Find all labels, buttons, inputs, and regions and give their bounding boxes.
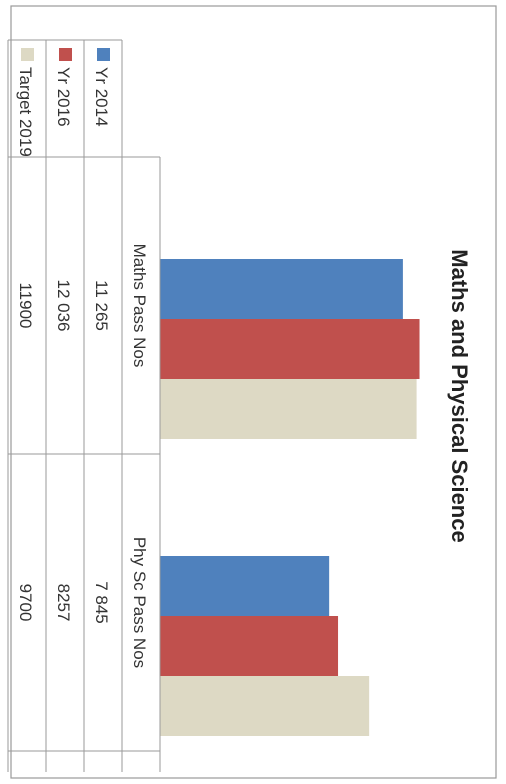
- chart-title: Maths and Physical Science: [447, 249, 472, 542]
- bar-0-1: [160, 319, 420, 379]
- data-label: 9700: [16, 584, 35, 622]
- category-label: Phy Sc Pass Nos: [130, 537, 149, 668]
- data-label: 8257: [54, 584, 73, 622]
- series-name: Yr 2014: [92, 67, 111, 127]
- data-label: 11 265: [92, 280, 111, 331]
- legend-key: [21, 48, 34, 61]
- bar-1-1: [160, 616, 339, 676]
- category-label: Maths Pass Nos: [130, 244, 149, 368]
- data-table: Maths Pass Nos Phy Sc Pass Nos Yr 2014 11 2…: [7, 39, 161, 772]
- data-label: 11900: [16, 282, 35, 328]
- series-name: Target 2019: [16, 67, 35, 157]
- bar-0-2: [160, 379, 417, 439]
- series-name: Yr 2016: [54, 67, 73, 127]
- bar-1-0: [160, 556, 330, 616]
- plot-area: [160, 259, 420, 736]
- bar-0-0: [160, 259, 403, 319]
- legend-key: [59, 48, 72, 61]
- legend-key: [97, 48, 110, 61]
- data-label: 7 845: [92, 581, 111, 624]
- data-label: 12 036: [54, 280, 73, 332]
- bar-1-2: [160, 676, 370, 736]
